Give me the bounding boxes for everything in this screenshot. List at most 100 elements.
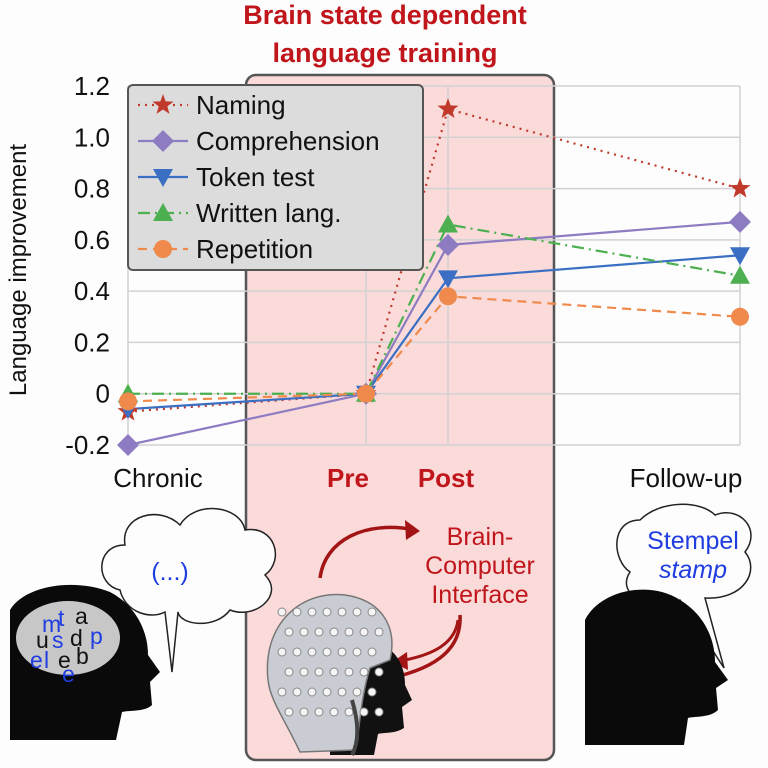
y-tick-label: 0.2 bbox=[74, 327, 110, 357]
y-tick-label: -0.2 bbox=[65, 430, 110, 460]
y-axis-label: Language improvement bbox=[5, 144, 32, 396]
eeg-electrode bbox=[329, 707, 339, 717]
bci-arrow-middle bbox=[404, 619, 460, 662]
jumbled-letter: u bbox=[36, 627, 49, 653]
jumbled-letter: m bbox=[42, 611, 61, 637]
bci-illustration: Brain- Computer Interface bbox=[266, 520, 535, 756]
eeg-electrode bbox=[352, 607, 362, 617]
series-line-comprehension bbox=[127, 220, 741, 447]
eeg-electrode bbox=[374, 707, 384, 717]
eeg-chin-strap bbox=[350, 699, 360, 756]
eeg-electrode bbox=[299, 667, 309, 677]
jumbled-letter: d bbox=[70, 625, 83, 651]
eeg-electrode bbox=[359, 667, 369, 677]
legend-marker bbox=[153, 203, 173, 221]
eeg-electrode bbox=[344, 707, 354, 717]
eeg-electrode bbox=[352, 687, 362, 697]
eeg-electrode bbox=[292, 647, 302, 657]
eeg-electrode bbox=[374, 667, 384, 677]
series-line-repetition bbox=[127, 295, 741, 403]
eeg-electrode bbox=[284, 667, 294, 677]
data-point bbox=[117, 434, 139, 456]
legend-label: Written lang. bbox=[196, 198, 341, 228]
chart-title-line-1: Brain state dependent bbox=[243, 0, 527, 30]
y-tick-label: 0.4 bbox=[74, 276, 110, 306]
left-brain-area bbox=[16, 601, 120, 675]
y-tick-label: 1.2 bbox=[74, 71, 110, 101]
right-speech-bubble bbox=[616, 503, 752, 669]
data-point bbox=[438, 214, 458, 233]
eeg-electrode bbox=[359, 627, 369, 637]
data-point bbox=[119, 392, 137, 411]
legend-label: Repetition bbox=[196, 234, 313, 264]
eeg-electrode bbox=[299, 707, 309, 717]
eeg-electrode bbox=[307, 607, 317, 617]
eeg-electrode bbox=[299, 627, 309, 637]
eeg-electrode bbox=[322, 607, 332, 617]
eeg-electrode bbox=[314, 627, 324, 637]
data-point bbox=[729, 210, 751, 233]
x-category-labels: Chronic Pre Post Follow-up bbox=[113, 463, 742, 493]
jumbled-letter: e bbox=[30, 647, 43, 673]
left-head-illustration: (...) mt au s d pe l e be bbox=[10, 508, 276, 740]
legend-marker bbox=[152, 94, 174, 114]
legend-label: Naming bbox=[196, 90, 286, 120]
legend-label: Comprehension bbox=[196, 126, 380, 156]
jumbled-letter: l bbox=[44, 647, 49, 673]
eeg-electrode bbox=[374, 627, 384, 637]
bci-label-line-3: Interface bbox=[431, 581, 528, 609]
eeg-electrode bbox=[367, 647, 377, 657]
data-point bbox=[729, 177, 751, 198]
bci-label-line-2: Computer bbox=[425, 552, 535, 580]
eeg-electrode bbox=[337, 647, 347, 657]
data-point bbox=[437, 98, 459, 118]
data-point bbox=[731, 307, 749, 326]
eeg-electrode bbox=[352, 647, 362, 657]
eeg-electrode bbox=[344, 627, 354, 637]
eeg-electrode bbox=[367, 607, 377, 617]
eeg-electrode bbox=[277, 607, 287, 617]
data-point bbox=[730, 265, 750, 284]
eeg-electrode bbox=[329, 627, 339, 637]
eeg-electrode bbox=[314, 667, 324, 677]
eeg-electrode bbox=[292, 687, 302, 697]
bci-label-line-1: Brain- bbox=[447, 523, 514, 551]
data-point bbox=[438, 270, 458, 289]
right-bubble-word: Stempel bbox=[647, 527, 739, 555]
eeg-electrode bbox=[329, 667, 339, 677]
data-point bbox=[357, 384, 375, 403]
eeg-electrode bbox=[277, 647, 287, 657]
y-tick-label: 0 bbox=[96, 379, 110, 409]
data-point bbox=[730, 247, 750, 266]
jumbled-letter: p bbox=[90, 623, 103, 649]
right-head-silhouette bbox=[585, 589, 728, 745]
eeg-electrode bbox=[322, 647, 332, 657]
x-category-label: Post bbox=[418, 463, 475, 493]
legend-marker bbox=[153, 169, 173, 187]
jumbled-letter: e bbox=[62, 661, 75, 687]
legend-box bbox=[127, 84, 424, 271]
bci-arrow-top-head bbox=[405, 520, 420, 540]
bci-arrow-top bbox=[318, 525, 416, 579]
eeg-electrode bbox=[337, 687, 347, 697]
series-line-token-test bbox=[127, 254, 741, 411]
jumbled-letter: t bbox=[58, 605, 65, 631]
y-tick-labels: -0.2 0 0.2 0.4 0.6 0.8 1.0 1.2 bbox=[65, 71, 110, 460]
x-category-label: Chronic bbox=[113, 463, 203, 493]
eeg-electrode bbox=[277, 687, 287, 697]
legend-marker bbox=[152, 130, 174, 152]
right-head-illustration: Stempel stamp bbox=[585, 503, 752, 745]
eeg-electrode bbox=[284, 627, 294, 637]
jumbled-letter: s bbox=[52, 627, 64, 653]
legend-label: Token test bbox=[196, 162, 315, 192]
eeg-electrode bbox=[322, 687, 332, 697]
left-bubble-text: (...) bbox=[151, 558, 189, 586]
series-markers bbox=[117, 98, 751, 456]
jumbled-letter: b bbox=[76, 643, 89, 669]
right-bubble-translation: stamp bbox=[659, 556, 727, 584]
legend: Naming Comprehension Token test Written lan… bbox=[127, 84, 424, 271]
chart-title-line-2: language training bbox=[272, 38, 497, 68]
data-point bbox=[439, 287, 457, 306]
eeg-electrode bbox=[292, 607, 302, 617]
